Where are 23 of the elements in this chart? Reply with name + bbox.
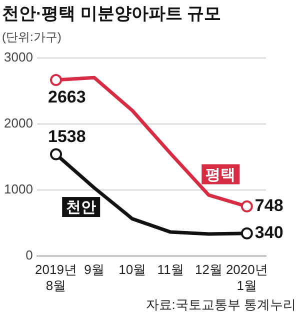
point (50, 148, 62, 160)
x-tick-label: 12월 (194, 262, 222, 278)
data-label: 748 (254, 196, 284, 216)
y-tick-label: 2000 (4, 115, 33, 130)
y-tick-label: 0 (26, 247, 33, 262)
x-tick-label: 2019년 8월 (35, 262, 77, 293)
point (50, 74, 62, 86)
chart-title: 천안·평택 미분양아파트 규모 (1, 3, 222, 25)
chart-subtitle: (단위:가구) (1, 29, 62, 46)
series-label: 평택 (206, 166, 236, 184)
text: 자료:국토교통부 통계누리 (144, 296, 297, 314)
x-tick-label: 11월 (157, 262, 184, 278)
y-tick-label: 1000 (4, 181, 33, 196)
data-label: 340 (254, 223, 284, 242)
series-label: 천안 (66, 199, 96, 216)
point (240, 200, 253, 212)
y-tick-label: 3000 (4, 49, 33, 64)
x-tick-label: 9월 (84, 262, 104, 278)
data-label: 1538 (48, 126, 86, 146)
data-label: 2663 (48, 88, 86, 107)
x-tick-label: 10월 (118, 262, 146, 278)
x-tick-label: 2020년 1월 (226, 262, 268, 293)
point (240, 227, 253, 240)
